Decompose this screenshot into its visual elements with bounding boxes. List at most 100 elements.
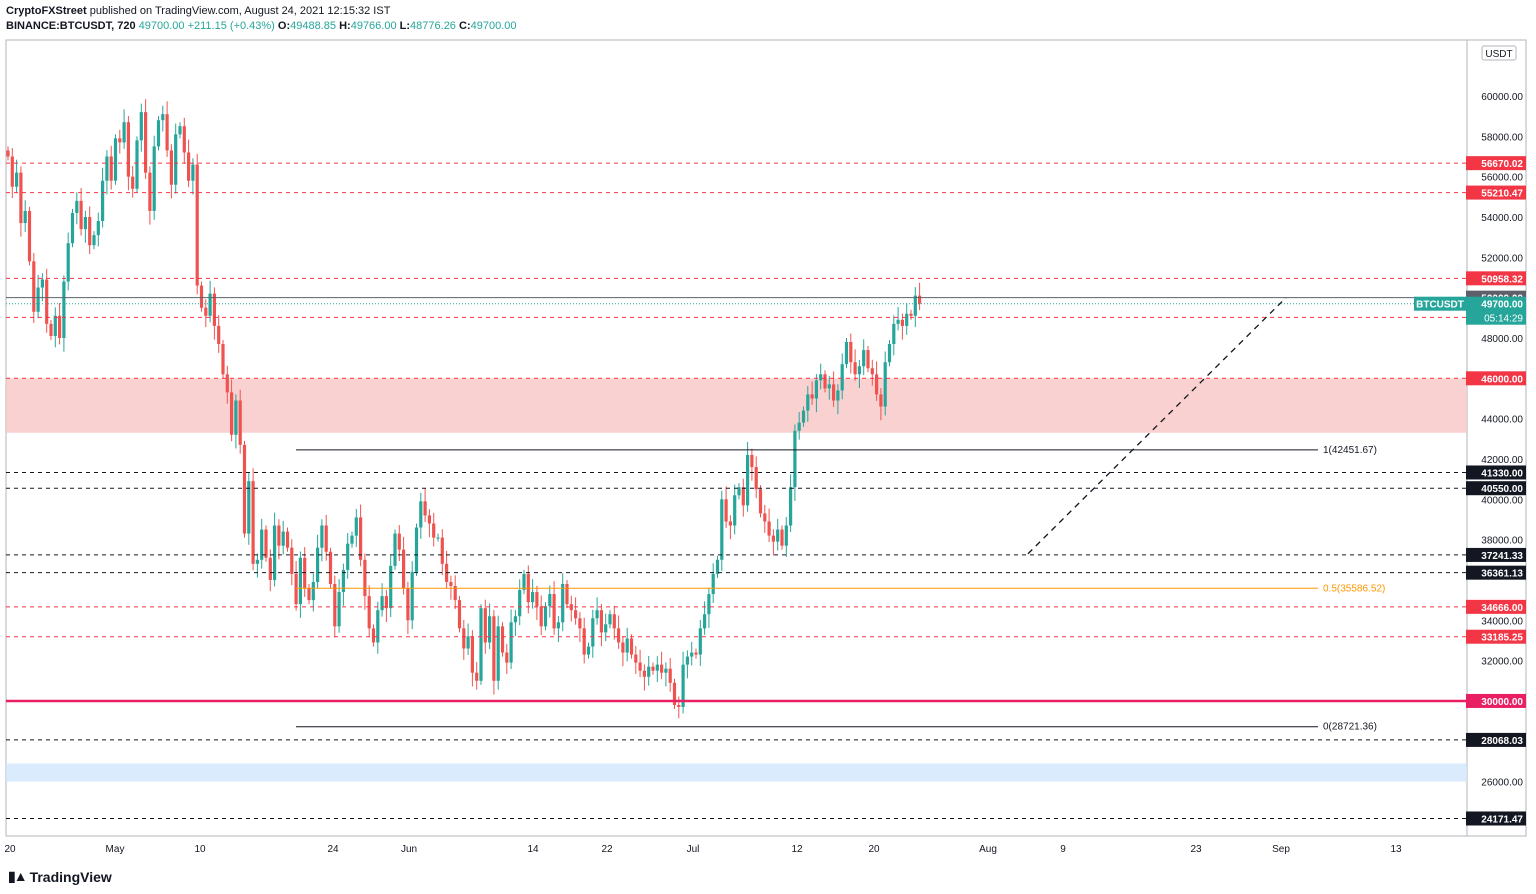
candle-body[interactable] — [453, 586, 457, 601]
candle-body[interactable] — [376, 610, 380, 643]
candle-body[interactable] — [548, 594, 552, 607]
candle-body[interactable] — [169, 150, 173, 185]
candle-body[interactable] — [178, 126, 182, 135]
candle-body[interactable] — [195, 164, 199, 286]
candle-body[interactable] — [750, 454, 754, 468]
candle-body[interactable] — [328, 551, 333, 584]
candle-body[interactable] — [363, 559, 367, 597]
candle-body[interactable] — [470, 636, 474, 673]
candle-body[interactable] — [316, 547, 320, 582]
candle-body[interactable] — [737, 487, 741, 496]
candle-body[interactable] — [672, 682, 677, 705]
candle-body[interactable] — [586, 646, 591, 655]
candle-body[interactable] — [488, 616, 492, 643]
candle-body[interactable] — [655, 664, 659, 671]
candle-body[interactable] — [660, 664, 664, 673]
candle-body[interactable] — [410, 571, 414, 621]
candle-body[interactable] — [367, 596, 371, 629]
candle-body[interactable] — [225, 374, 229, 393]
candle-body[interactable] — [346, 543, 350, 570]
candle-body[interactable] — [466, 636, 470, 649]
candle-body[interactable] — [823, 374, 827, 389]
candle-body[interactable] — [36, 287, 40, 312]
candle-body[interactable] — [462, 628, 466, 649]
candle-body[interactable] — [599, 610, 603, 633]
candle-body[interactable] — [234, 400, 238, 435]
candle-body[interactable] — [664, 668, 668, 673]
candle-body[interactable] — [32, 261, 36, 312]
candle-body[interactable] — [393, 533, 397, 566]
candle-body[interactable] — [569, 604, 573, 611]
candle-body[interactable] — [754, 467, 758, 490]
candle-body[interactable] — [733, 495, 737, 526]
candle-body[interactable] — [27, 210, 32, 262]
candle-body[interactable] — [10, 156, 14, 187]
candle-body[interactable] — [913, 295, 917, 316]
candle-body[interactable] — [277, 525, 281, 546]
candle-body[interactable] — [535, 592, 539, 607]
candle-body[interactable] — [251, 481, 255, 564]
candle-body[interactable] — [281, 531, 285, 546]
candle-body[interactable] — [612, 614, 616, 629]
candle-body[interactable] — [135, 140, 139, 189]
candle-body[interactable] — [440, 537, 444, 564]
candle-body[interactable] — [819, 374, 823, 381]
candle-body[interactable] — [844, 342, 849, 365]
candle-body[interactable] — [165, 114, 169, 151]
candle-body[interactable] — [763, 513, 767, 522]
candle-body[interactable] — [500, 626, 505, 653]
candle-body[interactable] — [23, 210, 27, 224]
candle-body[interactable] — [238, 400, 242, 445]
candle-body[interactable] — [354, 517, 358, 536]
candle-body[interactable] — [522, 573, 526, 591]
candle-body[interactable] — [918, 295, 922, 304]
candle-body[interactable] — [617, 628, 621, 643]
candle-body[interactable] — [883, 362, 887, 407]
candle-body[interactable] — [801, 410, 806, 423]
candle-body[interactable] — [397, 533, 401, 550]
candle-body[interactable] — [625, 638, 629, 653]
candle-body[interactable] — [853, 362, 857, 375]
candle-body[interactable] — [715, 559, 720, 574]
candle-body[interactable] — [380, 596, 384, 611]
candle-body[interactable] — [582, 628, 586, 655]
candle-body[interactable] — [414, 527, 419, 572]
candle-body[interactable] — [810, 394, 814, 399]
author-name[interactable]: CryptoFXStreet — [6, 5, 87, 17]
candle-body[interactable] — [887, 344, 892, 363]
candle-body[interactable] — [217, 325, 221, 345]
candle-body[interactable] — [406, 588, 410, 621]
candle-body[interactable] — [96, 221, 100, 236]
candle-body[interactable] — [694, 652, 698, 655]
candle-body[interactable] — [703, 614, 707, 629]
candle-body[interactable] — [148, 172, 152, 211]
candle-body[interactable] — [182, 126, 186, 153]
candle-body[interactable] — [638, 662, 642, 671]
candle-body[interactable] — [475, 672, 479, 681]
candle-body[interactable] — [268, 557, 272, 580]
candle-body[interactable] — [285, 531, 290, 548]
candle-body[interactable] — [492, 616, 496, 681]
candle-body[interactable] — [814, 380, 818, 399]
candle-body[interactable] — [260, 529, 264, 560]
candle-body[interactable] — [862, 350, 866, 367]
candle-body[interactable] — [909, 313, 913, 316]
candle-body[interactable] — [307, 588, 311, 601]
candle-body[interactable] — [371, 628, 376, 643]
candle-body[interactable] — [290, 547, 294, 574]
support-trendline[interactable] — [1027, 297, 1287, 555]
candle-body[interactable] — [561, 583, 565, 623]
candle-body[interactable] — [780, 529, 784, 546]
tradingview-logo[interactable]: ▮▲ TradingView — [8, 868, 112, 885]
candle-body[interactable] — [298, 557, 302, 605]
candle-body[interactable] — [724, 499, 728, 522]
candle-body[interactable] — [40, 279, 44, 288]
candle-body[interactable] — [900, 319, 904, 326]
candle-body[interactable] — [681, 664, 685, 707]
symbol-label[interactable]: BINANCE:BTCUSDT, 720 — [6, 20, 136, 32]
candle-body[interactable] — [402, 549, 406, 589]
candle-body[interactable] — [621, 642, 625, 653]
candle-body[interactable] — [866, 350, 870, 369]
candle-body[interactable] — [531, 592, 535, 603]
candle-body[interactable] — [690, 652, 694, 657]
